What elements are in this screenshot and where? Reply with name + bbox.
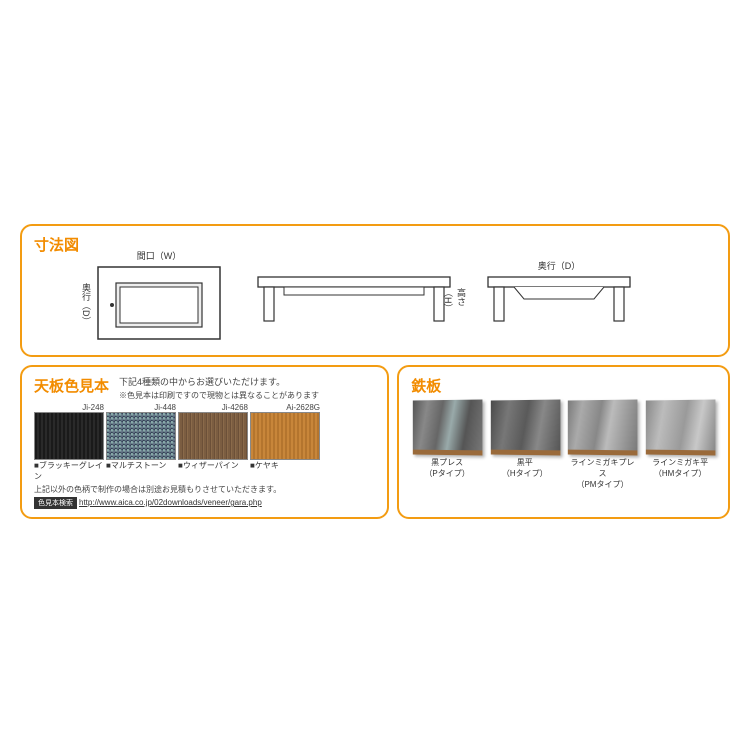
side-view-svg: [484, 273, 634, 328]
plate-image: [491, 399, 561, 455]
plate-name: ラインミガキプレス: [567, 457, 637, 479]
plate-card: 黒平 （Hタイプ）: [490, 400, 560, 490]
url-row: 色見本検索 http://www.aica.co.jp/02downloads/…: [34, 497, 375, 509]
swatch-image: [178, 412, 248, 460]
swatch-card: Ji-4268 ■ウィザーパイン: [178, 403, 248, 482]
side-view-diagram: 奥行（D）: [484, 273, 634, 333]
plate-type: （Hタイプ）: [490, 468, 560, 479]
plate-card: ラインミガキ平 （HMタイプ）: [645, 400, 715, 490]
plate-name: 黒平: [490, 457, 560, 468]
swatch-name: ■ケヤキ: [250, 460, 320, 471]
plate-type: （HMタイプ）: [645, 468, 715, 479]
bottom-row: 天板色見本 下記4種類の中からお選びいただけます。 ※色見本は印刷ですので現物と…: [20, 365, 730, 527]
plate-row: 黒プレス （Pタイプ） 黒平 （Hタイプ） ラインミガキプレス （PMタイプ） …: [411, 400, 716, 490]
swatches-panel: 天板色見本 下記4種類の中からお選びいただけます。 ※色見本は印刷ですので現物と…: [20, 365, 389, 519]
swatch-row: Ji-248 ■ブラッキーグレイン Ji-448 ■マルチストーン Ji-426…: [34, 403, 375, 482]
swatch-image: [250, 412, 320, 460]
plate-card: ラインミガキプレス （PMタイプ）: [567, 400, 637, 490]
swatches-help: 下記4種類の中からお選びいただけます。: [119, 375, 319, 388]
plate-name: 黒プレス: [412, 457, 482, 468]
height-label: 高さ（H）: [442, 288, 468, 318]
swatch-image: [106, 412, 176, 460]
swatch-name: ■マルチストーン: [106, 460, 176, 471]
swatch-name: ■ウィザーパイン: [178, 460, 248, 471]
plate-name: ラインミガキ平: [645, 457, 715, 468]
depth-label-2: 奥行（D）: [538, 259, 581, 272]
swatches-title: 天板色見本: [34, 375, 109, 396]
url-badge: 色見本検索: [34, 497, 77, 509]
swatches-help-sub: ※色見本は印刷ですので現物とは異なることがあります: [119, 390, 319, 401]
front-view-svg: [254, 273, 454, 328]
dimensions-panel: 寸法図 間口（W） 奥行（D） 高さ（H） 奥行: [20, 224, 730, 357]
swatch-code: Ai-2628G: [250, 403, 320, 412]
swatch-card: Ji-248 ■ブラッキーグレイン: [34, 403, 104, 482]
swatches-footer: 上記以外の色柄で制作の場合は別途お見積もりさせていただきます。: [34, 484, 375, 495]
plates-panel: 鉄板 黒プレス （Pタイプ） 黒平 （Hタイプ） ラインミガキプレス （PMタイ…: [397, 365, 730, 519]
depth-label: 奥行（D）: [80, 283, 93, 323]
plate-image: [568, 399, 638, 455]
plate-image: [646, 399, 716, 455]
swatch-card: Ai-2628G ■ケヤキ: [250, 403, 320, 482]
width-label: 間口（W）: [137, 249, 182, 262]
swatch-card: Ji-448 ■マルチストーン: [106, 403, 176, 482]
plate-type: （Pタイプ）: [412, 468, 482, 479]
url-text[interactable]: http://www.aica.co.jp/02downloads/veneer…: [79, 498, 262, 507]
front-view-diagram: 高さ（H）: [254, 273, 454, 333]
dimensions-content: 間口（W） 奥行（D） 高さ（H） 奥行（D）: [34, 259, 716, 347]
plates-title: 鉄板: [411, 375, 716, 396]
swatch-code: Ji-4268: [178, 403, 248, 412]
swatch-image: [34, 412, 104, 460]
top-view-svg: [94, 263, 224, 343]
swatch-name: ■ブラッキーグレイン: [34, 460, 104, 482]
swatch-code: Ji-248: [34, 403, 104, 412]
plate-card: 黒プレス （Pタイプ）: [412, 400, 482, 490]
top-view-diagram: 間口（W） 奥行（D）: [94, 263, 224, 343]
plate-type: （PMタイプ）: [567, 479, 637, 490]
plate-image: [413, 399, 483, 455]
swatch-code: Ji-448: [106, 403, 176, 412]
